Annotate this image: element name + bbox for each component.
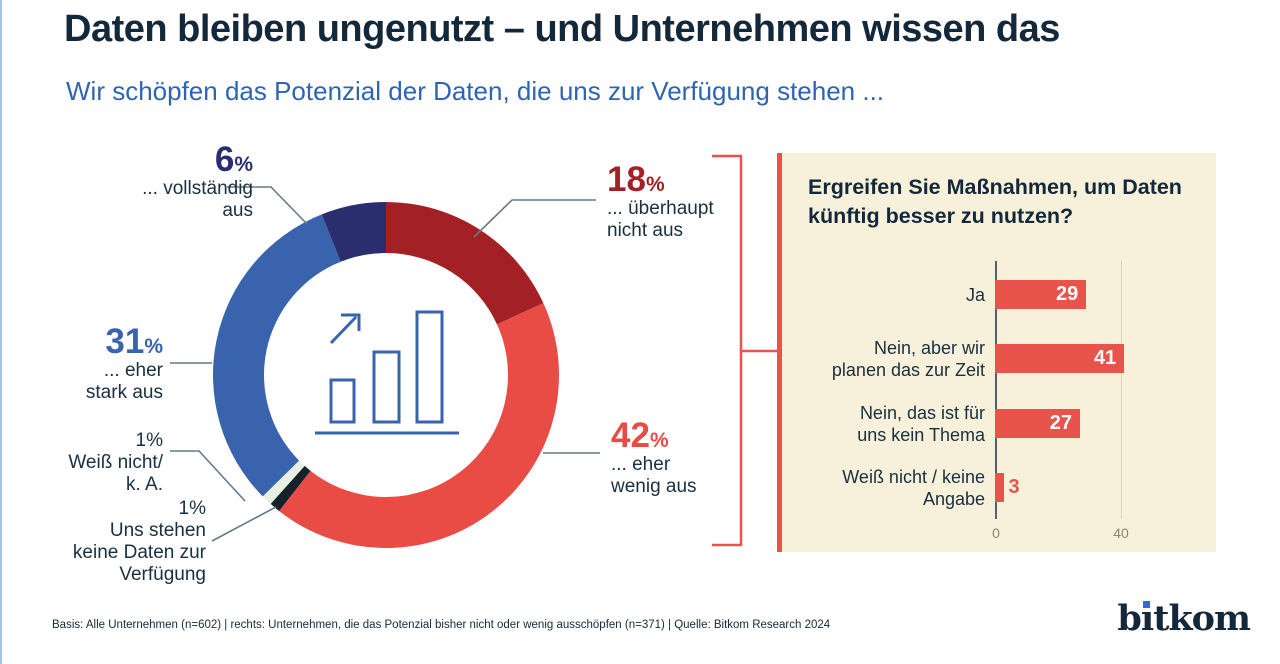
axis-tick: 40: [1113, 525, 1129, 541]
bar-chart-panel: Ergreifen Sie Maßnahmen, um Daten künfti…: [777, 153, 1216, 552]
axis-tick: 0: [992, 525, 1000, 541]
bar-value: 41: [1093, 347, 1117, 369]
bar-chart-question: Ergreifen Sie Maßnahmen, um Daten künfti…: [808, 175, 1182, 228]
logo-i-dot: [1143, 601, 1150, 608]
gridline-40: [1121, 261, 1122, 519]
donut-chart: [212, 202, 560, 549]
donut-segment: [212, 214, 341, 497]
bracket: [712, 154, 779, 547]
leader-1-keine-daten: [211, 506, 277, 542]
bar-label: Nein, das ist für uns kein Thema: [857, 402, 985, 445]
growth-chart-icon: [315, 310, 459, 435]
donut-segment: [262, 460, 305, 504]
axis-line: [995, 261, 997, 519]
source-note: Basis: Alle Unternehmen (n=602) | rechts…: [52, 619, 831, 631]
bar-label: Weiß nicht / keine Angabe: [842, 466, 985, 509]
leader-lines: [170, 186, 600, 542]
arrow-shaft: [329, 315, 358, 345]
bar-value: 3: [1008, 476, 1020, 498]
donut-segment: [386, 202, 544, 325]
bar-value: 29: [1056, 283, 1079, 305]
donut-callout-eher-wenig: 42% ... eher wenig aus: [611, 416, 697, 498]
arrow-head: [341, 313, 361, 331]
leader-18: [473, 199, 596, 238]
bar-label: Nein, aber wir planen das zur Zeit: [831, 337, 985, 380]
donut-segment: [270, 465, 311, 511]
donut-callout-weiss-nicht: 1% Weiß nicht/ k. A.: [68, 430, 163, 495]
page-title: Daten bleiben ungenutzt – und Unternehme…: [64, 8, 1060, 50]
slide-edge-line: [0, 0, 2, 664]
bar: 29: [995, 280, 1087, 309]
page-subtitle: Wir schöpfen das Potenzial der Daten, di…: [66, 76, 885, 106]
donut-segment: [321, 202, 386, 262]
bar: 41: [995, 344, 1125, 373]
bar: [995, 473, 1005, 502]
bitkom-logo: bı tkom: [1117, 598, 1251, 639]
bar-value: 27: [1049, 412, 1072, 434]
leader-1-weiss: [170, 450, 246, 502]
bar-label: Ja: [965, 284, 985, 305]
donut-callout-vollstaendig: 6% ... vollständig aus: [142, 140, 253, 222]
donut-callout-ueberhaupt-nicht: 18% ... überhaupt nicht aus: [607, 160, 714, 242]
leader-6: [227, 186, 308, 225]
donut-callout-eher-stark: 31% ... eher stark aus: [85, 322, 163, 404]
donut-callout-keine-daten: 1% Uns stehen keine Daten zur Verfügung: [72, 498, 206, 585]
bar: 27: [995, 409, 1080, 438]
donut-segment: [279, 303, 560, 549]
